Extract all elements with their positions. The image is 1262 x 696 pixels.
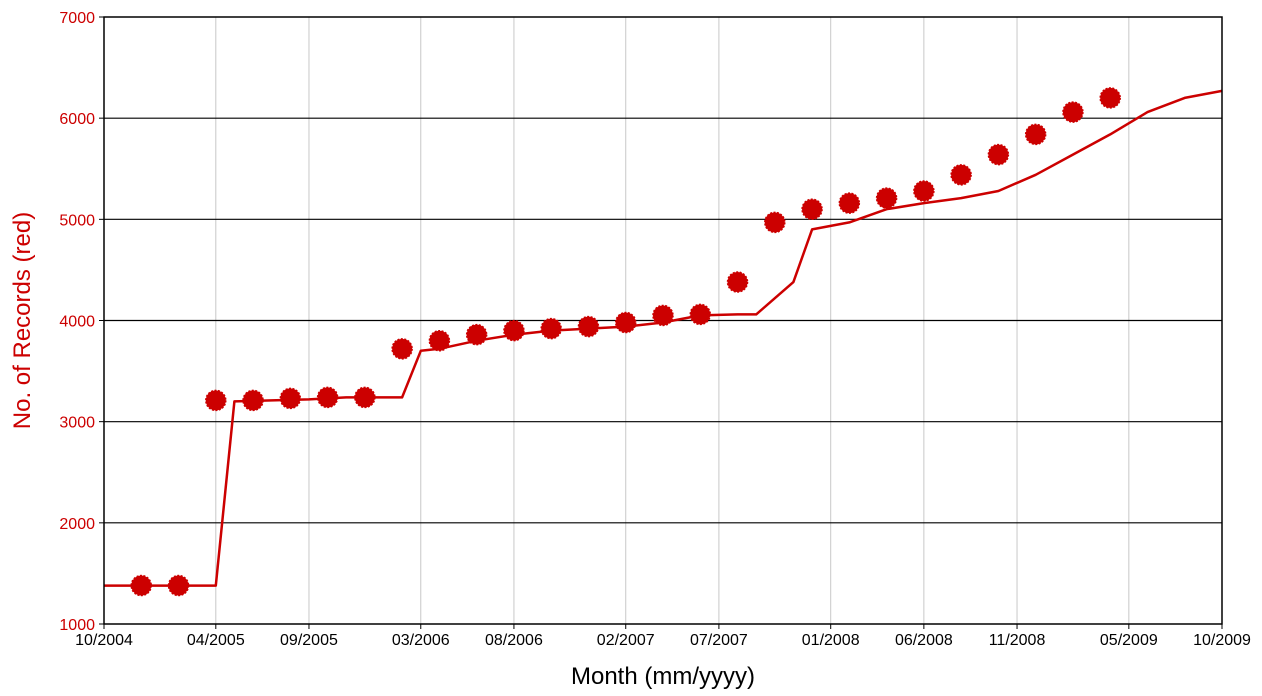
x-tick-label: 11/2008 (989, 632, 1046, 649)
data-point (950, 164, 972, 186)
x-tick-label: 10/2009 (1193, 632, 1251, 649)
data-point (354, 386, 376, 409)
marker-layer (130, 87, 1121, 597)
x-tick-label: 04/2005 (187, 632, 245, 649)
x-tick-label: 08/2006 (485, 632, 543, 649)
data-point (726, 271, 749, 293)
series-line (104, 89, 1223, 587)
data-point (428, 329, 451, 352)
data-point (838, 192, 861, 214)
x-tick-label: 10/2004 (75, 632, 133, 649)
data-point (130, 574, 153, 597)
data-point (689, 303, 712, 326)
data-point (1099, 87, 1121, 109)
data-point (391, 338, 413, 360)
data-point (316, 386, 339, 409)
x-tick-label: 09/2005 (280, 632, 338, 649)
data-point (652, 304, 674, 327)
data-point (614, 311, 637, 334)
data-point (764, 211, 786, 234)
series-layer (104, 89, 1223, 587)
data-point (1024, 123, 1047, 146)
data-point (987, 143, 1010, 166)
y-tick-label: 2000 (59, 516, 95, 533)
y-tick-label: 5000 (59, 212, 95, 229)
y-tick-label: 1000 (59, 617, 95, 634)
data-point (913, 180, 935, 202)
x-axis-title: Month (mm/yyyy) (571, 663, 755, 690)
x-tick-label: 02/2007 (597, 632, 655, 649)
data-point (1062, 101, 1084, 123)
data-point (875, 187, 898, 209)
y-tick-label: 7000 (59, 10, 95, 27)
data-point (577, 315, 600, 338)
x-axis-ticks: 10/2004 04/2005 09/2005 03/2006 08/2006 02/20… (75, 624, 1251, 649)
data-point (167, 574, 190, 597)
y-tick-label: 4000 (59, 314, 95, 331)
data-point (540, 317, 562, 340)
x-tick-label: 05/2009 (1100, 632, 1158, 649)
data-point (279, 387, 302, 410)
y-tick-label: 6000 (59, 111, 95, 128)
data-point (801, 198, 823, 220)
x-tick-label: 01/2008 (802, 632, 860, 649)
data-point (205, 389, 227, 412)
y-axis-title: No. of Records (red) (9, 212, 36, 429)
data-point (465, 323, 488, 346)
y-axis-ticks: 1000 2000 3000 4000 5000 6000 7000 (59, 10, 104, 634)
x-tick-label: 06/2008 (895, 632, 953, 649)
x-tick-label: 07/2007 (690, 632, 748, 649)
data-point (242, 389, 264, 412)
x-tick-label: 03/2006 (392, 632, 450, 649)
data-point (503, 319, 525, 342)
y-tick-label: 3000 (59, 415, 95, 432)
